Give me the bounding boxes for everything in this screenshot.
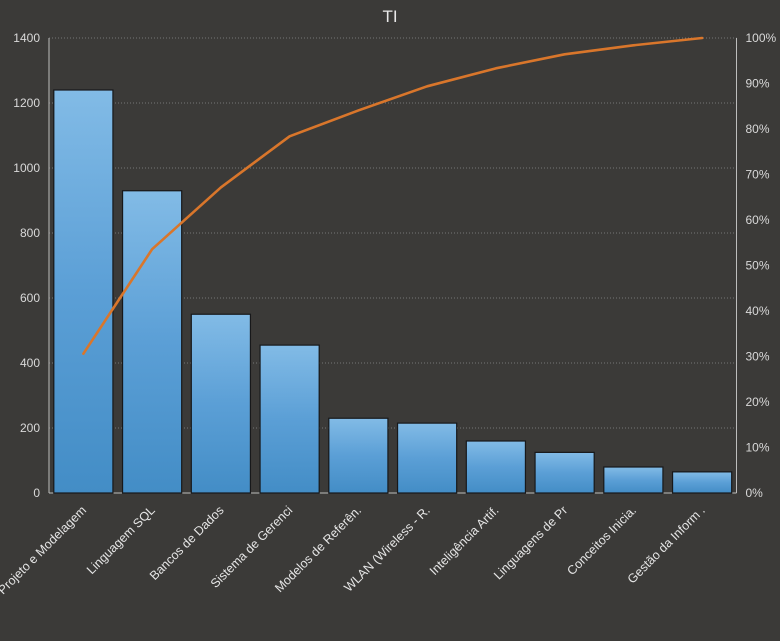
svg-text:10%: 10% bbox=[746, 441, 770, 455]
svg-text:70%: 70% bbox=[746, 168, 770, 182]
svg-text:100%: 100% bbox=[746, 31, 777, 45]
svg-text:40%: 40% bbox=[746, 304, 770, 318]
svg-text:600: 600 bbox=[20, 291, 40, 305]
svg-text:90%: 90% bbox=[746, 77, 770, 91]
svg-text:Gestão da Inform .: Gestão da Inform . bbox=[625, 503, 708, 586]
svg-text:Conceitos Inicia.: Conceitos Inicia. bbox=[564, 503, 639, 578]
svg-text:400: 400 bbox=[20, 356, 40, 370]
svg-text:50%: 50% bbox=[746, 259, 770, 273]
svg-text:20%: 20% bbox=[746, 395, 770, 409]
svg-text:Linguagem SQL: Linguagem SQL bbox=[84, 503, 158, 577]
svg-text:Bancos de Dados: Bancos de Dados bbox=[147, 503, 227, 583]
svg-text:Projeto e Modelagem: Projeto e Modelagem bbox=[0, 503, 89, 597]
svg-text:200: 200 bbox=[20, 421, 40, 435]
svg-text:60%: 60% bbox=[746, 213, 770, 227]
svg-text:0%: 0% bbox=[746, 486, 764, 500]
svg-text:1400: 1400 bbox=[13, 31, 40, 45]
svg-text:Linguagens de Pr: Linguagens de Pr bbox=[491, 503, 570, 582]
svg-text:30%: 30% bbox=[746, 350, 770, 364]
svg-text:0: 0 bbox=[33, 486, 40, 500]
svg-text:80%: 80% bbox=[746, 122, 770, 136]
svg-text:1200: 1200 bbox=[13, 96, 40, 110]
svg-text:Inteligência Artif.: Inteligência Artif. bbox=[427, 503, 502, 578]
svg-text:800: 800 bbox=[20, 226, 40, 240]
svg-text:1000: 1000 bbox=[13, 161, 40, 175]
